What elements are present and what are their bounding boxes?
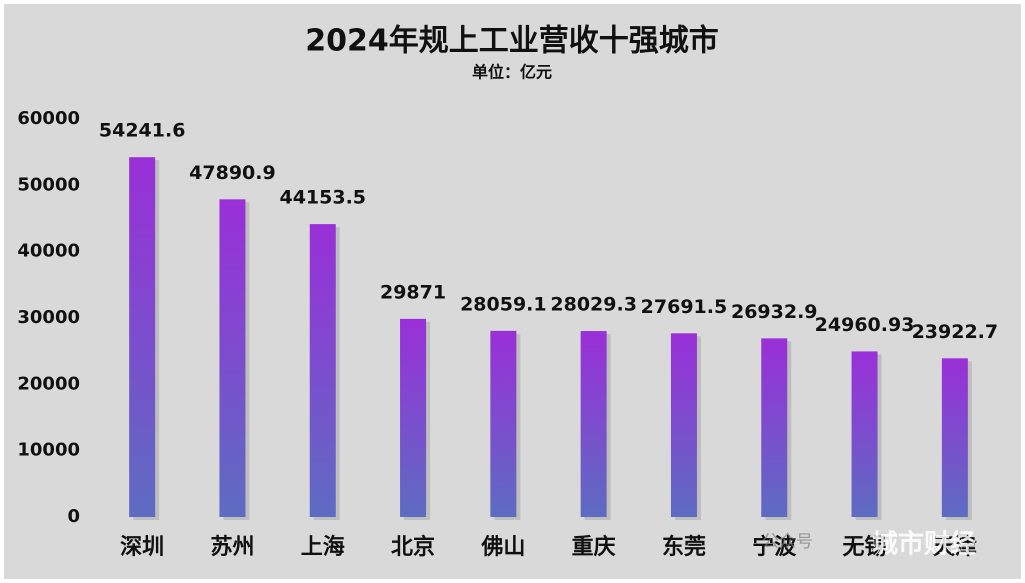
bar bbox=[219, 199, 246, 517]
x-tick-label: 重庆 bbox=[572, 534, 616, 560]
y-tick-label: 0 bbox=[67, 506, 80, 527]
y-tick-label: 10000 bbox=[17, 440, 80, 461]
data-label: 24960.93 bbox=[815, 314, 915, 336]
y-tick-label: 30000 bbox=[17, 307, 80, 328]
data-label: 54241.6 bbox=[99, 120, 186, 142]
bar bbox=[580, 331, 607, 517]
data-label: 23922.7 bbox=[912, 321, 999, 343]
watermark: 公众号 bbox=[762, 532, 813, 552]
bar bbox=[400, 318, 427, 517]
x-tick-label: 东莞 bbox=[662, 534, 706, 560]
bar bbox=[670, 333, 697, 517]
data-label: 26932.9 bbox=[731, 301, 818, 323]
data-label: 47890.9 bbox=[189, 162, 276, 184]
x-tick-label: 上海 bbox=[301, 534, 345, 560]
watermark: 城市财经 bbox=[872, 529, 976, 560]
data-label: 29871 bbox=[380, 281, 446, 303]
x-tick-label: 宁波 bbox=[752, 534, 797, 560]
bar bbox=[129, 157, 156, 517]
data-label: 28029.3 bbox=[550, 294, 637, 316]
bar bbox=[851, 351, 878, 517]
data-label: 27691.5 bbox=[641, 296, 728, 318]
x-tick-label: 苏州 bbox=[210, 534, 254, 560]
bar bbox=[309, 224, 336, 517]
y-tick-label: 20000 bbox=[17, 373, 80, 394]
x-tick-label: 无锡 bbox=[843, 535, 887, 560]
x-tick-label: 佛山 bbox=[480, 535, 525, 560]
y-tick-label: 40000 bbox=[17, 241, 80, 262]
chart-title: 2024年规上工业营收十强城市 bbox=[305, 24, 719, 59]
bar bbox=[761, 338, 788, 517]
y-tick-label: 60000 bbox=[17, 108, 80, 129]
data-label: 28059.1 bbox=[460, 293, 547, 315]
chart-subtitle: 单位：亿元 bbox=[472, 63, 552, 82]
bar bbox=[490, 330, 517, 517]
y-tick-label: 50000 bbox=[17, 174, 80, 195]
x-tick-label: 北京 bbox=[391, 534, 435, 560]
x-tick-label: 深圳 bbox=[120, 535, 164, 560]
x-tick-label: 天津 bbox=[933, 534, 977, 560]
data-label: 44153.5 bbox=[279, 187, 366, 209]
bar bbox=[941, 358, 968, 517]
